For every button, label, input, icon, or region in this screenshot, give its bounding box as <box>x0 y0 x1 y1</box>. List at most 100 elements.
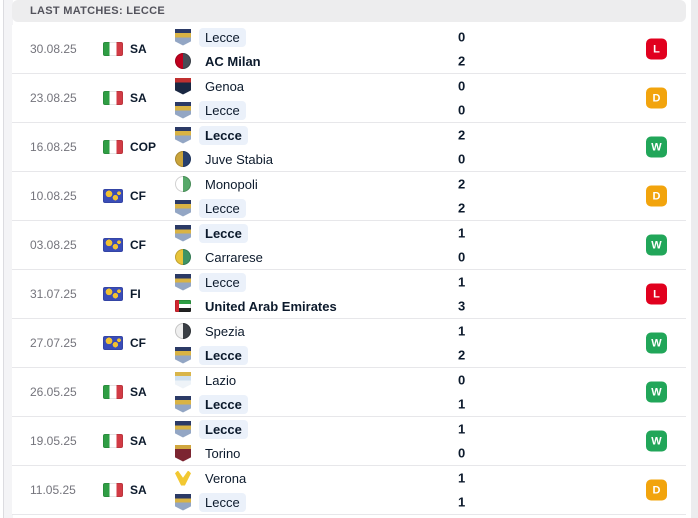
home-team-score: 2 <box>458 176 466 192</box>
result-badge: W <box>646 136 667 158</box>
home-team-line: Lecce 0 <box>175 25 646 49</box>
match-row[interactable]: 23.08.25 SA Genoa 0 Lecce 0 D <box>12 74 686 123</box>
match-row[interactable]: 27.07.25 CF Spezia 1 Lecce 2 W <box>12 319 686 368</box>
carrarese-crest <box>175 249 191 265</box>
competition-code: SA <box>130 42 147 56</box>
away-team-score: 0 <box>458 102 466 118</box>
away-team-name: AC Milan <box>205 53 261 69</box>
match-row[interactable]: 11.05.25 SA Verona 1 Lecce 1 D <box>12 466 686 515</box>
home-team-line: Lecce 2 <box>175 123 646 147</box>
result-badge: W <box>646 332 667 354</box>
match-date: 23.08.25 <box>30 91 77 105</box>
teams-block: Genoa 0 Lecce 0 <box>175 74 646 122</box>
home-team-name: Verona <box>205 470 247 486</box>
match-date: 31.07.25 <box>30 287 77 301</box>
away-team-line: Lecce 1 <box>175 490 646 514</box>
last-matches-title: LAST MATCHES: LECCE <box>30 5 166 17</box>
match-row[interactable]: 26.05.25 SA Lazio 0 Lecce 1 W <box>12 368 686 417</box>
home-team-name: Lecce <box>199 27 246 47</box>
competition-code: CF <box>130 336 146 350</box>
teams-block: Lecce 0 AC Milan 2 <box>175 25 646 73</box>
teams-block: Lecce 2 Juve Stabia 0 <box>175 123 646 171</box>
matches-list: 30.08.25 SA Lecce 0 AC Milan 2 L 23.08.2… <box>12 25 686 515</box>
match-date: 11.05.25 <box>30 483 76 497</box>
away-team-name: Lecce <box>199 492 246 512</box>
away-team-score: 0 <box>458 151 466 167</box>
home-team-line: Spezia 1 <box>175 319 646 343</box>
italy-flag-icon <box>103 434 123 448</box>
lecce-crest <box>175 225 191 242</box>
result-badge: D <box>646 87 667 109</box>
teams-block: Lazio 0 Lecce 1 <box>175 368 646 416</box>
match-row[interactable]: 31.07.25 FI Lecce 1 United Arab Emirates… <box>12 270 686 319</box>
uae-flag-crest <box>175 300 191 312</box>
home-team-name: Lecce <box>199 419 248 439</box>
home-team-score: 1 <box>458 274 466 290</box>
away-team-name: Lecce <box>199 394 248 414</box>
lecce-crest <box>175 29 191 46</box>
away-team-score: 3 <box>458 298 466 314</box>
world-flag-icon <box>103 238 123 252</box>
away-team-name: United Arab Emirates <box>205 298 337 314</box>
ac-milan-crest <box>175 53 191 69</box>
competition-code: CF <box>130 189 146 203</box>
teams-block: Verona 1 Lecce 1 <box>175 466 646 514</box>
italy-flag-icon <box>103 483 123 497</box>
away-team-line: Carrarese 0 <box>175 245 646 269</box>
lecce-crest <box>175 421 191 438</box>
lecce-crest <box>175 102 191 119</box>
lecce-crest <box>175 347 191 364</box>
world-flag-icon <box>103 287 123 301</box>
home-team-score: 1 <box>458 225 466 241</box>
genoa-crest <box>175 78 191 95</box>
spezia-crest <box>175 323 191 339</box>
match-date: 30.08.25 <box>30 42 77 56</box>
home-team-name: Spezia <box>205 323 245 339</box>
home-team-score: 2 <box>458 127 466 143</box>
away-team-score: 2 <box>458 347 466 363</box>
away-team-score: 2 <box>458 53 466 69</box>
match-date: 10.08.25 <box>30 189 77 203</box>
home-team-line: Lecce 1 <box>175 221 646 245</box>
home-team-line: Lecce 1 <box>175 417 646 441</box>
italy-flag-icon <box>103 385 123 399</box>
result-badge: L <box>646 283 667 305</box>
match-row[interactable]: 10.08.25 CF Monopoli 2 Lecce 2 D <box>12 172 686 221</box>
match-date: 27.07.25 <box>30 336 77 350</box>
lecce-crest <box>175 127 191 144</box>
monopoli-crest <box>175 176 191 192</box>
competition-code: SA <box>130 385 147 399</box>
competition-code: FI <box>130 287 141 301</box>
away-team-score: 1 <box>458 396 466 412</box>
home-team-name: Lazio <box>205 372 237 388</box>
home-team-name: Lecce <box>199 272 246 292</box>
world-flag-icon <box>103 336 123 350</box>
home-team-score: 1 <box>458 421 466 437</box>
home-team-line: Genoa 0 <box>175 74 646 98</box>
lecce-crest <box>175 494 191 511</box>
match-row[interactable]: 30.08.25 SA Lecce 0 AC Milan 2 L <box>12 25 686 74</box>
match-row[interactable]: 03.08.25 CF Lecce 1 Carrarese 0 W <box>12 221 686 270</box>
torino-crest <box>175 445 191 462</box>
verona-crest <box>175 470 191 486</box>
away-team-name: Lecce <box>199 198 246 218</box>
away-team-score: 1 <box>458 494 466 510</box>
italy-flag-icon <box>103 42 123 56</box>
away-team-name: Lecce <box>199 345 248 365</box>
italy-flag-icon <box>103 91 123 105</box>
home-team-line: Lazio 0 <box>175 368 646 392</box>
scrollbar-track[interactable] <box>691 0 698 518</box>
away-team-line: Juve Stabia 0 <box>175 147 646 171</box>
away-team-name: Lecce <box>199 100 246 120</box>
away-team-score: 2 <box>458 200 466 216</box>
away-team-line: Lecce 2 <box>175 343 646 367</box>
lecce-crest <box>175 274 191 291</box>
match-date: 26.05.25 <box>30 385 77 399</box>
competition-code: SA <box>130 91 147 105</box>
result-badge: L <box>646 38 667 60</box>
away-team-name: Torino <box>205 445 241 461</box>
home-team-line: Lecce 1 <box>175 270 646 294</box>
result-badge: D <box>646 479 667 501</box>
match-row[interactable]: 19.05.25 SA Lecce 1 Torino 0 W <box>12 417 686 466</box>
match-row[interactable]: 16.08.25 COP Lecce 2 Juve Stabia 0 W <box>12 123 686 172</box>
